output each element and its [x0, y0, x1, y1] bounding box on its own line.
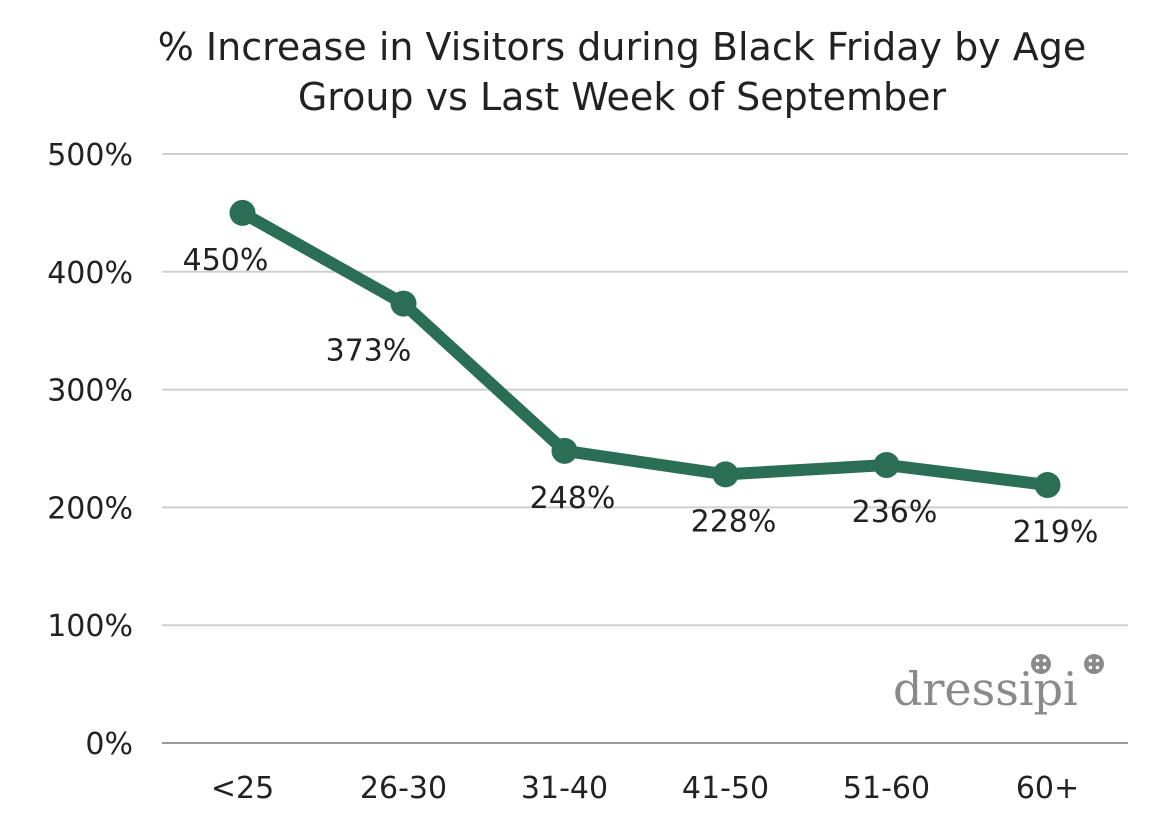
data-point: [712, 461, 739, 488]
data-label: 236%: [852, 495, 938, 530]
chart-title: % Increase in Visitors during Black Frid…: [60, 22, 1164, 122]
x-tick-label: <25: [211, 771, 274, 806]
y-tick-label: 400%: [47, 256, 133, 291]
data-label: 373%: [326, 334, 412, 369]
data-point: [873, 451, 900, 478]
data-label: 219%: [1013, 515, 1099, 550]
series-line-group: [236, 206, 1054, 492]
x-tick-label: 60+: [1016, 771, 1079, 806]
x-axis-tick-labels: <25 26-30 31-40 41-50 51-60 60+: [211, 771, 1079, 806]
series-line: [236, 206, 1054, 492]
data-points: [229, 199, 1061, 499]
watermark-text: dressipi: [893, 662, 1078, 716]
y-tick-label: 100%: [47, 609, 133, 644]
button-icon: [1031, 654, 1051, 674]
grid-lines: [162, 153, 1128, 744]
data-point: [1034, 472, 1061, 499]
data-point: [390, 290, 417, 317]
y-axis-tick-labels: 0% 100% 200% 300% 400% 500%: [47, 138, 133, 762]
data-point: [229, 199, 256, 226]
chart-title-line-1: % Increase in Visitors during Black Frid…: [157, 25, 1087, 69]
data-point: [551, 437, 578, 464]
button-icon: [1084, 654, 1104, 674]
y-tick-label: 500%: [47, 138, 133, 173]
dressipi-logo: dressipi: [893, 654, 1104, 716]
data-label: 248%: [530, 481, 616, 516]
x-tick-label: 41-50: [682, 771, 769, 806]
x-tick-label: 31-40: [521, 771, 608, 806]
y-tick-label: 200%: [47, 491, 133, 526]
y-tick-label: 0%: [85, 727, 133, 762]
data-labels: 450% 373% 248% 228% 236% 219%: [183, 243, 1099, 550]
chart-title-line-2: Group vs Last Week of September: [297, 75, 947, 119]
y-tick-label: 300%: [47, 374, 133, 409]
data-label: 450%: [183, 243, 269, 278]
x-tick-label: 51-60: [843, 771, 930, 806]
x-tick-label: 26-30: [360, 771, 447, 806]
data-label: 228%: [691, 504, 777, 539]
